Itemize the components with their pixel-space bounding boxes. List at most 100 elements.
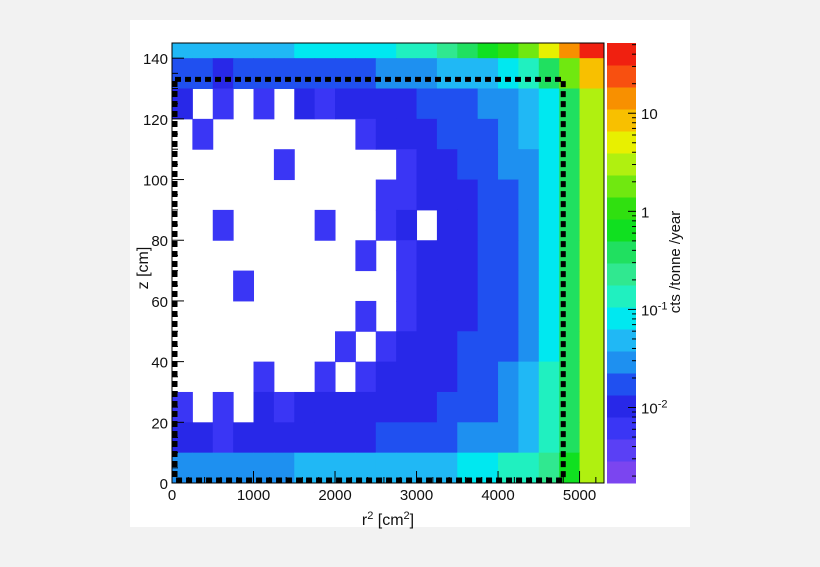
heatmap-cell bbox=[477, 149, 499, 181]
colorbar-band bbox=[607, 109, 636, 132]
heatmap-cell bbox=[457, 209, 479, 241]
heatmap-cell bbox=[294, 422, 316, 454]
heatmap-cell bbox=[416, 88, 438, 120]
heatmap-cell bbox=[212, 43, 234, 59]
colorbar-band bbox=[607, 439, 636, 462]
x-tick-label: 0 bbox=[168, 487, 176, 504]
x-tick-label: 2000 bbox=[318, 487, 351, 504]
heatmap-cell bbox=[294, 58, 316, 90]
colorbar-band bbox=[607, 153, 636, 176]
heatmap-cell bbox=[498, 422, 519, 454]
heatmap-cell bbox=[538, 88, 560, 120]
heatmap-cell bbox=[212, 88, 234, 120]
y-tick-label: 120 bbox=[143, 112, 168, 129]
heatmap-cell bbox=[579, 361, 605, 393]
heatmap-cell bbox=[457, 179, 479, 211]
heatmap-cell bbox=[498, 270, 519, 302]
heatmap-cell bbox=[477, 422, 499, 454]
colorbar-band bbox=[607, 351, 636, 374]
heatmap-cell bbox=[498, 361, 519, 393]
heatmap-cell bbox=[355, 43, 377, 59]
heatmap-cell bbox=[396, 88, 418, 120]
heatmap-cell bbox=[375, 179, 397, 211]
heatmap-cell bbox=[436, 361, 458, 393]
heatmap-cell bbox=[579, 270, 605, 302]
colorbar-band bbox=[607, 395, 636, 418]
heatmap-cell bbox=[335, 452, 356, 484]
heatmap-cell bbox=[436, 331, 458, 363]
heatmap-cell bbox=[477, 452, 499, 484]
heatmap-cell bbox=[375, 422, 397, 454]
heatmap-cell bbox=[538, 118, 560, 150]
heatmap-cell bbox=[579, 58, 605, 90]
heatmap-cell bbox=[416, 452, 438, 484]
heatmap-cell bbox=[518, 422, 540, 454]
heatmap-cell bbox=[457, 149, 479, 181]
heatmap-cell bbox=[253, 391, 275, 423]
colorbar-band bbox=[607, 461, 636, 484]
heatmap-cell bbox=[375, 58, 397, 90]
heatmap-cell bbox=[436, 58, 458, 90]
heatmap-cell bbox=[436, 118, 458, 150]
heatmap-cell bbox=[518, 240, 540, 272]
heatmap-cell bbox=[192, 422, 214, 454]
heatmap-cell bbox=[273, 452, 295, 484]
heatmap-cell bbox=[498, 118, 519, 150]
heatmap-cell bbox=[518, 209, 540, 241]
heatmap-cell bbox=[457, 270, 479, 302]
heatmap-cell bbox=[436, 391, 458, 423]
heatmap-cell bbox=[233, 422, 255, 454]
heatmap-cell bbox=[518, 88, 540, 120]
heatmap-cell bbox=[355, 422, 377, 454]
heatmap-cell bbox=[579, 43, 605, 59]
heatmap-cell bbox=[498, 300, 519, 332]
heatmap-cell bbox=[355, 118, 377, 150]
heatmap-cell bbox=[273, 391, 295, 423]
heatmap-cell bbox=[355, 391, 377, 423]
plot-frame bbox=[171, 42, 605, 484]
y-tick-label: 80 bbox=[151, 233, 168, 250]
heatmap-cell bbox=[498, 149, 519, 181]
colorbar-band bbox=[607, 285, 636, 308]
heatmap-cell bbox=[579, 331, 605, 363]
heatmap-cell bbox=[579, 422, 605, 454]
heatmap-cell bbox=[396, 270, 418, 302]
x-tick-label: 1000 bbox=[237, 487, 270, 504]
fiducial-volume-box bbox=[172, 76, 566, 483]
heatmap-cell bbox=[192, 452, 214, 484]
heatmap-cell bbox=[192, 58, 214, 90]
heatmap-cell bbox=[375, 118, 397, 150]
heatmap-cell bbox=[273, 58, 295, 90]
heatmap-cell bbox=[436, 422, 458, 454]
heatmap-cell bbox=[436, 149, 458, 181]
heatmap-cell bbox=[538, 209, 560, 241]
heatmap-cell bbox=[314, 361, 336, 393]
heatmap-cell bbox=[518, 118, 540, 150]
heatmap-cell bbox=[416, 58, 438, 90]
heatmap-cell bbox=[518, 149, 540, 181]
heatmap-cell bbox=[477, 361, 499, 393]
heatmap-cell bbox=[457, 391, 479, 423]
heatmap-cell bbox=[477, 391, 499, 423]
heatmap-cell bbox=[212, 422, 234, 454]
heatmap-cell bbox=[436, 270, 458, 302]
heatmap-cell bbox=[172, 43, 193, 59]
colorbar-band bbox=[607, 197, 636, 220]
heatmap-cell bbox=[416, 149, 438, 181]
heatmap-cell bbox=[416, 331, 438, 363]
heatmap-cell bbox=[579, 149, 605, 181]
heatmap-cell bbox=[396, 179, 418, 211]
heatmap-cell bbox=[538, 240, 560, 272]
x-tick-label: 3000 bbox=[400, 487, 433, 504]
colorbar-band bbox=[607, 307, 636, 330]
heatmap-cell bbox=[233, 452, 255, 484]
heatmap-cell bbox=[579, 179, 605, 211]
heatmap-cell bbox=[192, 118, 214, 150]
heatmap-cell bbox=[457, 118, 479, 150]
heatmap-cell bbox=[416, 361, 438, 393]
heatmap-cell bbox=[192, 43, 214, 59]
heatmap-cell bbox=[518, 331, 540, 363]
heatmap-cell bbox=[436, 240, 458, 272]
heatmap-cell bbox=[396, 43, 418, 59]
heatmap-cell bbox=[212, 209, 234, 241]
